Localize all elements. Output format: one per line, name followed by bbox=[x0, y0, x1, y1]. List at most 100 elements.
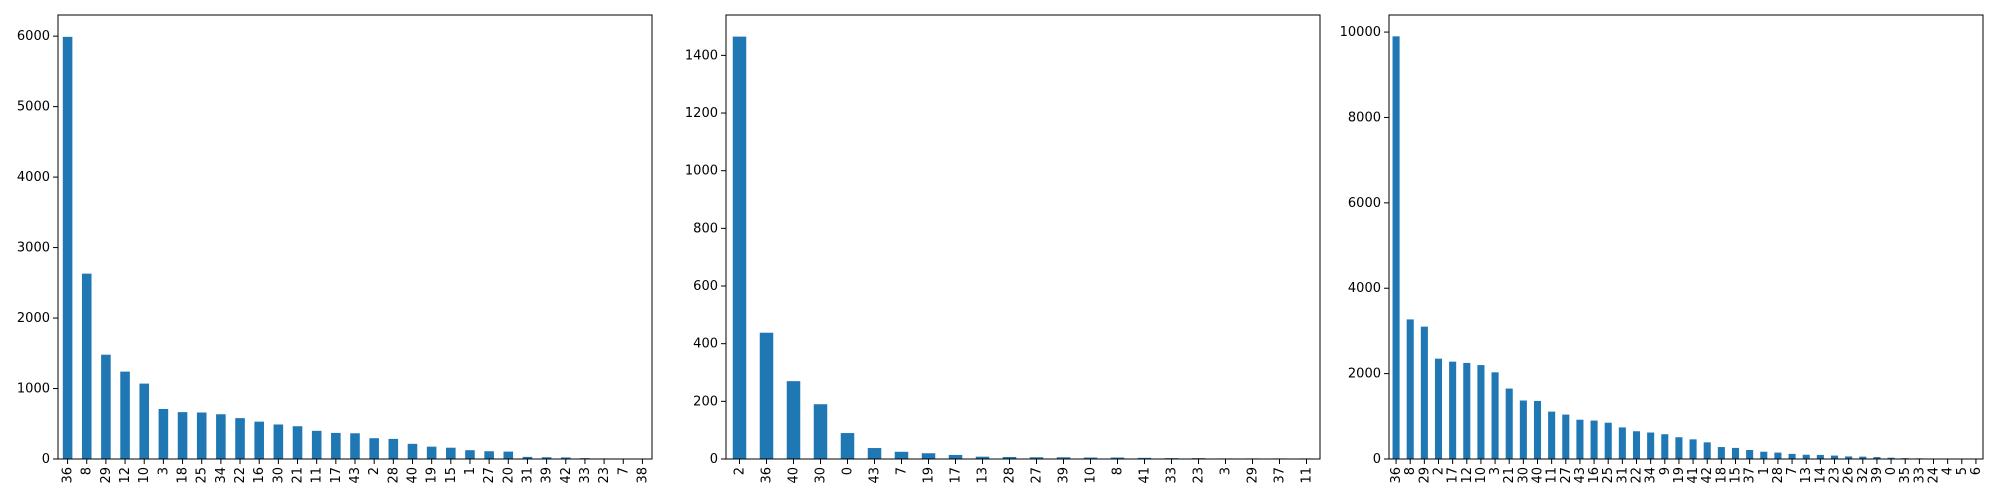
x-tick-label: 41 bbox=[1686, 467, 1701, 484]
x-tick-label: 9 bbox=[1658, 467, 1673, 475]
x-tick-label: 30 bbox=[271, 467, 286, 484]
bar-39 bbox=[541, 457, 552, 459]
bar-30 bbox=[813, 404, 828, 459]
y-tick-label: 2000 bbox=[1348, 367, 1381, 382]
x-tick-label: 3 bbox=[1488, 467, 1503, 475]
bar-16 bbox=[254, 421, 264, 459]
x-tick-label: 11 bbox=[310, 467, 325, 484]
y-tick-label: 6000 bbox=[1348, 196, 1381, 211]
x-tick-label: 43 bbox=[1573, 467, 1588, 484]
bar-9 bbox=[1661, 434, 1669, 459]
y-tick-label: 400 bbox=[693, 337, 718, 352]
x-tick-label: 2 bbox=[1432, 467, 1447, 475]
bar-29 bbox=[1420, 326, 1428, 459]
bar-41 bbox=[1689, 439, 1697, 459]
bar-11 bbox=[311, 430, 322, 459]
y-tick-label: 0 bbox=[710, 452, 718, 467]
x-tick-label: 40 bbox=[405, 467, 420, 484]
bar-21 bbox=[1505, 388, 1513, 459]
x-tick-label: 20 bbox=[501, 467, 516, 484]
x-tick-label: 39 bbox=[1870, 467, 1885, 484]
x-tick-label: 25 bbox=[1601, 467, 1616, 484]
bar-26 bbox=[1845, 456, 1853, 459]
bar-36 bbox=[759, 332, 774, 459]
bar-1 bbox=[465, 450, 475, 459]
bar-13 bbox=[975, 456, 990, 459]
x-tick-label: 32 bbox=[1856, 467, 1871, 484]
x-tick-label: 1 bbox=[463, 467, 478, 475]
x-tick-label: 7 bbox=[1785, 467, 1800, 475]
bar-27 bbox=[484, 451, 494, 459]
x-tick-label: 18 bbox=[1714, 467, 1729, 484]
x-tick-label: 12 bbox=[1460, 467, 1475, 484]
y-tick-label: 200 bbox=[693, 394, 718, 409]
x-tick-label: 23 bbox=[1828, 467, 1843, 484]
bar-17 bbox=[331, 432, 341, 459]
bar-34 bbox=[216, 414, 226, 459]
bar-18 bbox=[1717, 447, 1725, 459]
bar-28 bbox=[1002, 456, 1017, 459]
x-tick-label: 37 bbox=[1743, 467, 1758, 484]
y-tick-label: 3000 bbox=[17, 241, 50, 256]
y-tick-label: 1000 bbox=[685, 164, 718, 179]
x-tick-label: 0 bbox=[1884, 467, 1899, 475]
bar-39 bbox=[1056, 457, 1071, 459]
bar-36 bbox=[1392, 36, 1400, 459]
x-tick-label: 39 bbox=[1057, 467, 1072, 484]
x-tick-label: 3 bbox=[1219, 467, 1234, 475]
x-tick-label: 43 bbox=[348, 467, 363, 484]
x-tick-label: 40 bbox=[1531, 467, 1546, 484]
x-tick-label: 17 bbox=[949, 467, 964, 484]
bar-3 bbox=[1491, 372, 1499, 459]
x-tick-label: 31 bbox=[1615, 467, 1630, 484]
bar-30 bbox=[273, 424, 284, 459]
x-tick-label: 5 bbox=[1955, 467, 1970, 475]
x-tick-label: 15 bbox=[444, 467, 459, 484]
x-tick-label: 6 bbox=[1969, 467, 1984, 475]
bar-40 bbox=[786, 381, 801, 459]
x-tick-label: 25 bbox=[195, 467, 210, 484]
y-tick-label: 10000 bbox=[1340, 25, 1381, 40]
x-tick-label: 36 bbox=[1389, 467, 1404, 484]
bar-11 bbox=[1548, 411, 1556, 459]
x-tick-label: 43 bbox=[868, 467, 883, 484]
bar-8 bbox=[81, 273, 92, 459]
x-tick-label: 38 bbox=[635, 467, 650, 484]
bar-29 bbox=[101, 354, 111, 459]
x-tick-label: 28 bbox=[1003, 467, 1018, 484]
bar-14 bbox=[1816, 454, 1824, 459]
bar-16 bbox=[1590, 420, 1598, 459]
x-tick-label: 31 bbox=[520, 467, 535, 484]
y-tick-label: 8000 bbox=[1348, 110, 1381, 125]
bar-18 bbox=[177, 412, 188, 459]
x-tick-label: 2 bbox=[733, 467, 748, 475]
bar-12 bbox=[1463, 362, 1471, 459]
x-tick-label: 16 bbox=[1587, 467, 1602, 484]
bar-22 bbox=[235, 418, 245, 459]
y-tick-label: 1000 bbox=[17, 382, 50, 397]
bar-39 bbox=[1873, 457, 1881, 459]
bar-40 bbox=[407, 443, 418, 459]
x-tick-label: 23 bbox=[1192, 467, 1207, 484]
x-tick-label: 13 bbox=[976, 467, 991, 484]
x-tick-label: 11 bbox=[1300, 467, 1315, 484]
bar-2 bbox=[369, 438, 379, 459]
bar-34 bbox=[1647, 432, 1655, 459]
x-tick-label: 19 bbox=[1672, 467, 1687, 484]
bar-25 bbox=[1604, 422, 1612, 459]
bar-21 bbox=[292, 426, 303, 459]
x-tick-label: 29 bbox=[99, 467, 114, 484]
bar-27 bbox=[1562, 414, 1570, 459]
bar-31 bbox=[522, 456, 533, 459]
x-tick-label: 33 bbox=[1912, 467, 1927, 484]
y-tick-label: 6000 bbox=[17, 29, 50, 44]
x-tick-label: 3 bbox=[156, 467, 171, 475]
y-tick-label: 5000 bbox=[17, 100, 50, 115]
x-tick-label: 26 bbox=[1842, 467, 1857, 484]
x-tick-label: 29 bbox=[1417, 467, 1432, 484]
bar-2 bbox=[1434, 358, 1443, 459]
bar-23 bbox=[1830, 455, 1839, 459]
x-tick-label: 30 bbox=[814, 467, 829, 484]
x-tick-label: 16 bbox=[252, 467, 267, 484]
